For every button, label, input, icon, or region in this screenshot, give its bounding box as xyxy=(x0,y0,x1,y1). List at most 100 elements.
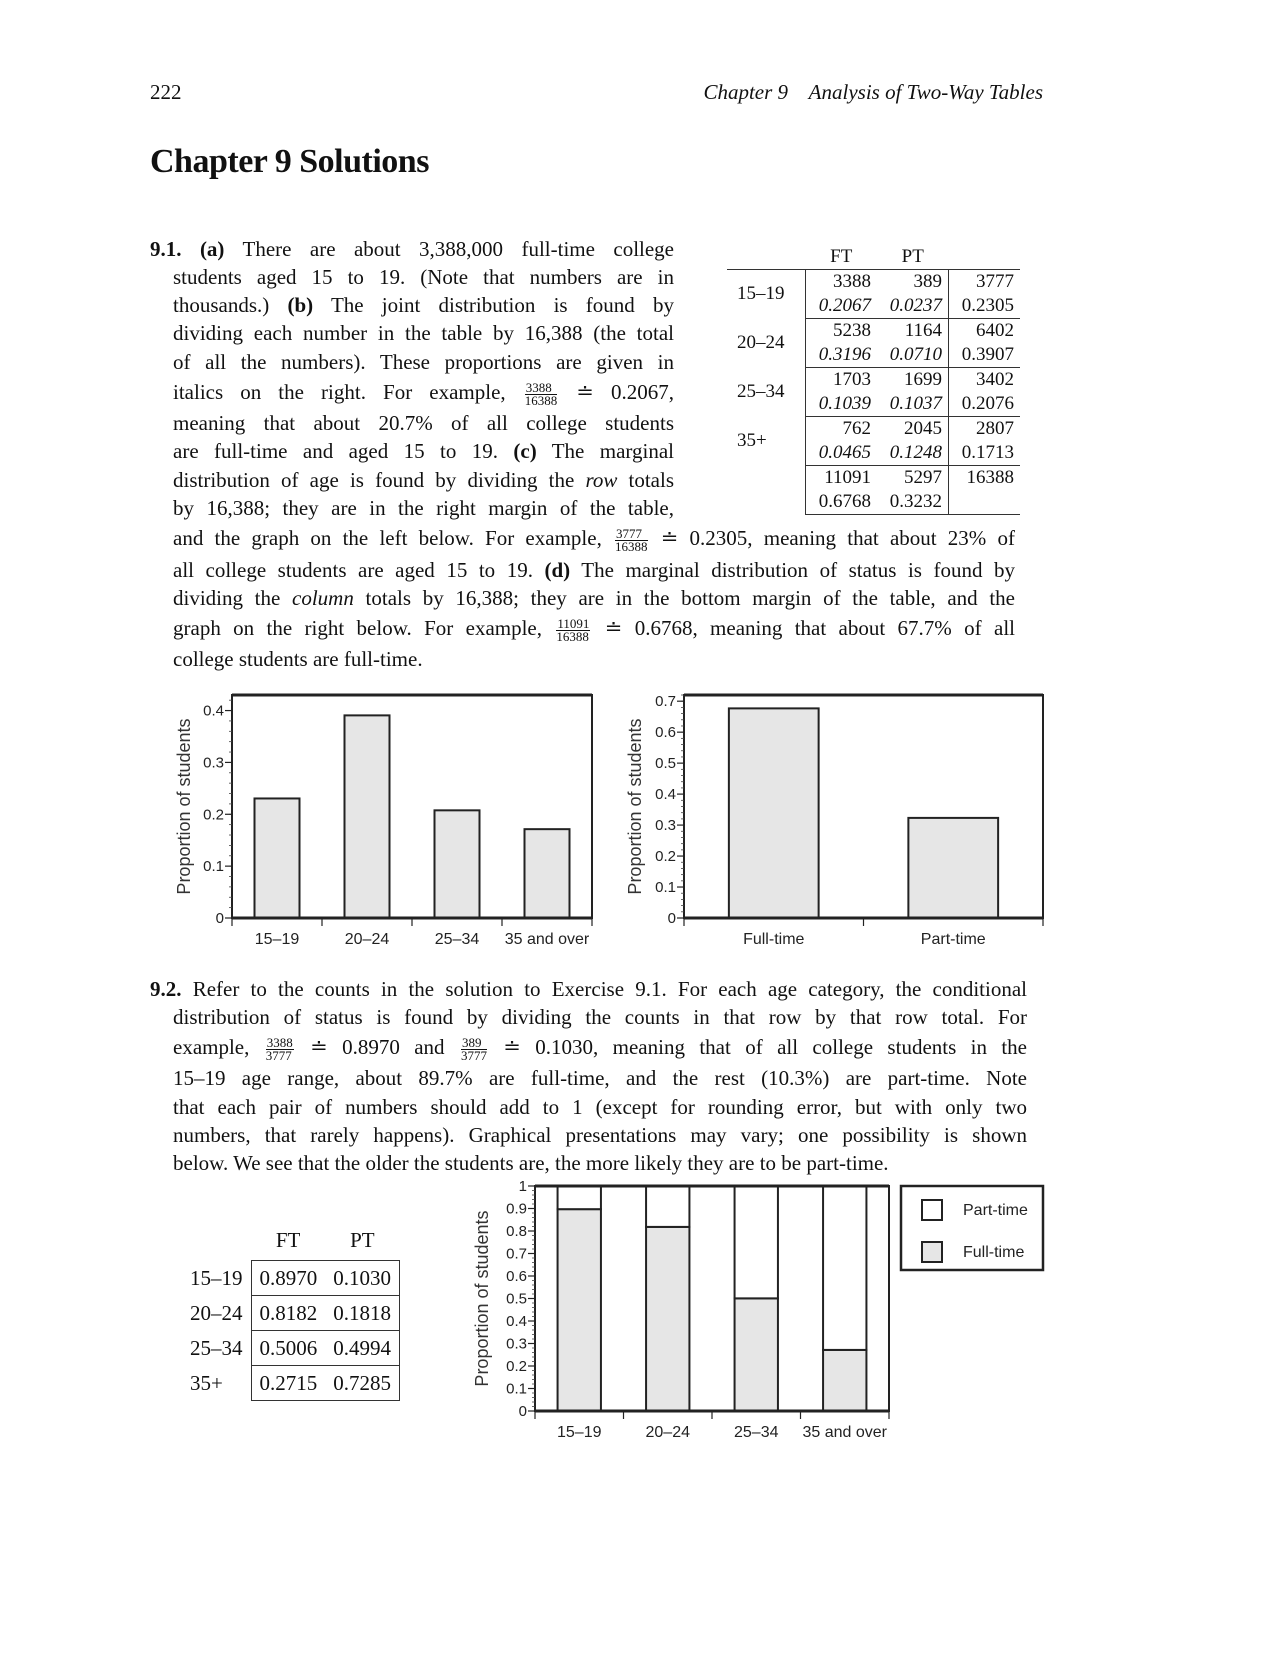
text-run: college students are full-time. xyxy=(173,647,423,671)
text-run: numbers, that rarely happens). Graphical… xyxy=(173,1123,1027,1147)
y-tick-label: 0 xyxy=(519,1403,527,1420)
row-marginal-cell: 0.3907 xyxy=(948,343,1020,368)
x-tick-label: 15–19 xyxy=(255,931,300,948)
count-cell: 762 xyxy=(805,416,877,441)
numerator: 3388 xyxy=(524,381,558,395)
row-marginal-cell: 0.1713 xyxy=(948,441,1020,466)
x-tick-label: 25–34 xyxy=(435,931,480,948)
chart-status: Full-time Part-time 0 0.1 0.2 0.3 0.4 0.5 0.6 0.7… xyxy=(625,693,1044,948)
legend-label: Full-time xyxy=(963,1244,1024,1261)
column-marginal-row: 0.6768 0.3232 xyxy=(727,490,1020,515)
total-cell: 16388 xyxy=(948,465,1020,490)
bar-part-time xyxy=(556,1185,602,1211)
denominator: 16388 xyxy=(524,392,558,408)
table-row-counts: 20–24 5238 1164 6402 xyxy=(727,318,1020,353)
denominator: 3777 xyxy=(265,1047,292,1063)
y-tick-label: 0.5 xyxy=(655,755,676,772)
text-line: 15–19 age range, about 89.7% are full-ti… xyxy=(173,1065,1027,1091)
joint-proportion-cell: 0.0237 xyxy=(877,294,949,319)
proportion-cell: 0.8970 xyxy=(250,1260,326,1296)
italic-value: 0.1039 xyxy=(818,393,871,414)
row-label: 25–34 xyxy=(737,381,785,402)
text-line: college students are full-time. xyxy=(173,646,423,672)
totals-row: 11091 5297 16388 xyxy=(727,465,1020,490)
bar-full-time xyxy=(822,1348,868,1412)
table-header-row: FT PT xyxy=(190,1220,400,1261)
text-line: all college students are aged 15 to 19. … xyxy=(173,557,1015,583)
proportion-cell: 0.7285 xyxy=(325,1365,401,1401)
denominator: 16388 xyxy=(615,538,648,554)
text-line: meaning that about 20.7% of all college … xyxy=(173,410,674,436)
bar-full-time xyxy=(645,1225,691,1413)
table-row: 20–24 0.8182 0.1818 xyxy=(190,1295,401,1331)
table-row-counts: 15–19 3388 389 3777 xyxy=(727,269,1020,304)
count-cell: 5238 xyxy=(805,318,877,343)
text-line: thousands.) (b) The joint distribution i… xyxy=(173,292,674,318)
x-tick-label: 25–34 xyxy=(734,1424,779,1441)
text-run: and the graph on the left below. For exa… xyxy=(173,526,614,550)
count-cell: 1699 xyxy=(904,369,942,390)
text-run: are full-time and aged 15 to 19. xyxy=(173,439,514,463)
italic-value: 0.3196 xyxy=(818,344,871,365)
count-cell: 1164 xyxy=(904,320,942,341)
y-tick-label: 0.4 xyxy=(655,786,676,803)
text-line: distribution of age is found by dividing… xyxy=(173,467,674,493)
row-label: 25–34 xyxy=(190,1335,243,1360)
chart-conditional: 15–19 20–24 25–34 35 and over 0 0.1 0.2 0.3 0.4 0… xyxy=(472,1178,890,1441)
text-run: of all the numbers). These proportions a… xyxy=(173,350,674,374)
chapter-title: Chapter 9 Solutions xyxy=(150,143,429,180)
count-cell: 2045 xyxy=(904,418,942,439)
y-tick-label: 0.3 xyxy=(203,754,224,771)
text-run: that each pair of numbers should add to … xyxy=(173,1095,1027,1119)
row-label: 15–19 xyxy=(190,1265,243,1290)
corner-cell xyxy=(190,1220,251,1261)
italic-value: 0.0237 xyxy=(889,295,942,316)
bold-label: 9.1. xyxy=(150,237,182,261)
text-run: The joint distribution is found by xyxy=(313,293,674,317)
text-line: students aged 15 to 19. (Note that numbe… xyxy=(173,264,674,290)
column-header: FT xyxy=(805,245,877,270)
text-run: example, xyxy=(173,1035,264,1059)
proportion-cell: 0.2715 xyxy=(250,1365,326,1401)
fraction: 389 3777 xyxy=(460,1036,487,1063)
table-row-proportions: 0.1039 0.1037 0.2076 xyxy=(727,392,1020,417)
conditional-distribution-table: FT PT 15–19 0.8970 0.1030 20–24 0.8182 0.1818 25… xyxy=(190,1220,401,1401)
bold-label: (b) xyxy=(287,293,314,317)
count-cell: 3388 xyxy=(805,269,877,294)
bar-part-time xyxy=(822,1185,868,1351)
text-line: dividing each number in the table by 16,… xyxy=(173,320,674,346)
legend-swatch xyxy=(921,1241,943,1263)
fraction: 3777 16388 xyxy=(615,527,648,554)
legend-swatch xyxy=(921,1199,943,1221)
count-cell: 6402 xyxy=(948,318,1020,343)
bold-label: (a) xyxy=(199,237,225,261)
text-line: that each pair of numbers should add to … xyxy=(173,1094,1027,1120)
text-run: all college students are aged 15 to 19. xyxy=(173,558,545,582)
bold-label: (c) xyxy=(513,439,537,463)
empty-cell xyxy=(948,490,1020,515)
denominator: 3777 xyxy=(460,1047,487,1063)
row-label: 35+ xyxy=(190,1370,223,1395)
total-cell: 5297 xyxy=(904,467,942,488)
bar xyxy=(343,714,391,919)
text-line: example, 3388 3777 ≐ 0.8970 and 389 3777 ≐… xyxy=(173,1034,1027,1062)
y-tick-label: 0.7 xyxy=(506,1246,527,1263)
y-tick-label: 0 xyxy=(668,910,676,927)
text-run: dividing the xyxy=(173,586,293,610)
numerator: 3777 xyxy=(615,527,648,541)
text-run: distribution of status is found by divid… xyxy=(173,1005,1027,1029)
y-tick-label: 0.5 xyxy=(506,1291,527,1308)
fraction: 3388 16388 xyxy=(524,381,558,408)
y-tick-label: 0.1 xyxy=(203,858,224,875)
text-run: italics on the right. For example, xyxy=(173,380,523,404)
text-run: 15–19 age range, about 89.7% are full-ti… xyxy=(173,1066,1027,1090)
bar xyxy=(523,828,571,919)
table-row: 25–34 0.5006 0.4994 xyxy=(190,1330,401,1366)
table-row-counts: 25–34 1703 1699 3402 xyxy=(727,367,1020,402)
y-tick-label: 0.1 xyxy=(655,879,676,896)
count-cell: 1703 xyxy=(805,367,877,392)
italic-value: 0.0465 xyxy=(818,442,871,463)
bar xyxy=(727,707,820,919)
y-axis-label: Proportion of students xyxy=(625,718,645,894)
